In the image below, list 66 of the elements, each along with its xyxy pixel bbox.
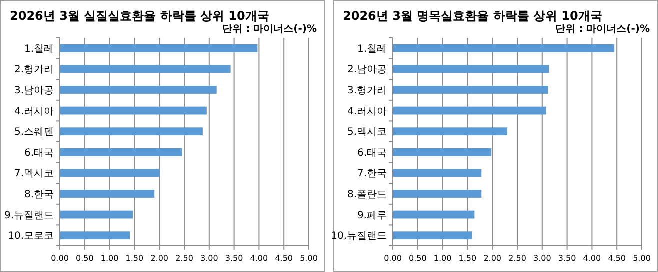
bar — [393, 190, 482, 198]
bar — [60, 106, 207, 115]
x-tick-label: 1.50 — [458, 254, 477, 263]
x-tick-label: 1.00 — [100, 254, 119, 263]
y-tick-label: 8.폴란드 — [347, 190, 387, 200]
y-tick-label: 1.칠레 — [24, 44, 54, 55]
y-tick-label: 8.한국 — [24, 190, 54, 200]
bar — [60, 65, 231, 74]
x-tick-label: 3.00 — [533, 254, 552, 263]
bar — [393, 210, 475, 219]
y-tick-label: 4.러시아 — [347, 106, 387, 118]
bar — [393, 128, 508, 136]
x-tick-label: 2.50 — [176, 254, 194, 263]
y-tick-label: 7.한국 — [357, 168, 387, 180]
bar — [393, 86, 548, 94]
bar — [60, 190, 155, 198]
x-tick-label: 5.00 — [633, 254, 651, 263]
x-tick-label: 4.00 — [250, 254, 268, 263]
x-tick-label: 2.00 — [150, 254, 169, 263]
bar — [393, 106, 546, 115]
bar — [60, 86, 217, 94]
bar — [60, 44, 258, 52]
x-tick-label: 2.00 — [484, 254, 502, 263]
bar — [393, 232, 472, 240]
x-tick-label: 2.50 — [508, 254, 526, 263]
x-tick-label: 4.00 — [583, 254, 602, 263]
x-tick-label: 5.00 — [300, 254, 318, 263]
bar — [393, 44, 615, 52]
x-tick-label: 0.00 — [384, 254, 402, 263]
bar — [393, 65, 550, 74]
x-tick-label: 1.50 — [126, 254, 144, 263]
chart-subtitle: 단위 : 마이너스(-)% — [556, 24, 650, 35]
x-tick-label: 0.00 — [51, 254, 69, 263]
y-tick-label: 9.페루 — [357, 210, 387, 222]
chart-title: 2026년 3월 실질실효환율 하락률 상위 10개국 — [10, 9, 270, 23]
y-tick-label: 2.헝가리 — [14, 64, 54, 76]
y-tick-label: 10.뉴질랜드 — [331, 231, 387, 242]
y-tick-label: 3.남아공 — [14, 86, 54, 96]
bar — [60, 210, 134, 219]
x-tick-label: 1.00 — [434, 254, 452, 263]
bar — [60, 148, 183, 156]
y-tick-label: 9.뉴질랜드 — [4, 210, 54, 222]
x-tick-label: 0.50 — [76, 254, 94, 263]
x-tick-label: 4.50 — [275, 254, 294, 263]
y-tick-label: 4.러시아 — [14, 106, 54, 118]
y-tick-label: 10.모로코 — [8, 231, 54, 242]
bar — [393, 169, 482, 178]
y-tick-label: 5.스웨덴 — [14, 127, 54, 138]
y-tick-label: 7.멕시코 — [14, 168, 54, 180]
bar — [60, 232, 130, 240]
y-tick-label: 1.칠레 — [357, 44, 387, 55]
y-tick-label: 3.헝가리 — [347, 86, 387, 96]
bar — [60, 169, 160, 178]
chart-subtitle: 단위 : 마이너스(-)% — [222, 24, 317, 35]
y-tick-label: 5.멕시코 — [347, 127, 387, 138]
chart-title: 2026년 3월 명목실효환율 하락률 상위 10개국 — [343, 9, 602, 23]
y-tick-label: 2.남아공 — [347, 64, 387, 76]
x-tick-label: 4.50 — [608, 254, 626, 263]
bar — [393, 148, 492, 156]
y-tick-label: 6.태국 — [24, 148, 54, 159]
x-tick-label: 3.50 — [225, 254, 244, 263]
bar — [60, 128, 203, 136]
x-tick-label: 3.50 — [558, 254, 576, 263]
x-tick-label: 3.00 — [200, 254, 218, 263]
y-tick-label: 6.태국 — [357, 148, 387, 159]
x-tick-label: 0.50 — [408, 254, 427, 263]
